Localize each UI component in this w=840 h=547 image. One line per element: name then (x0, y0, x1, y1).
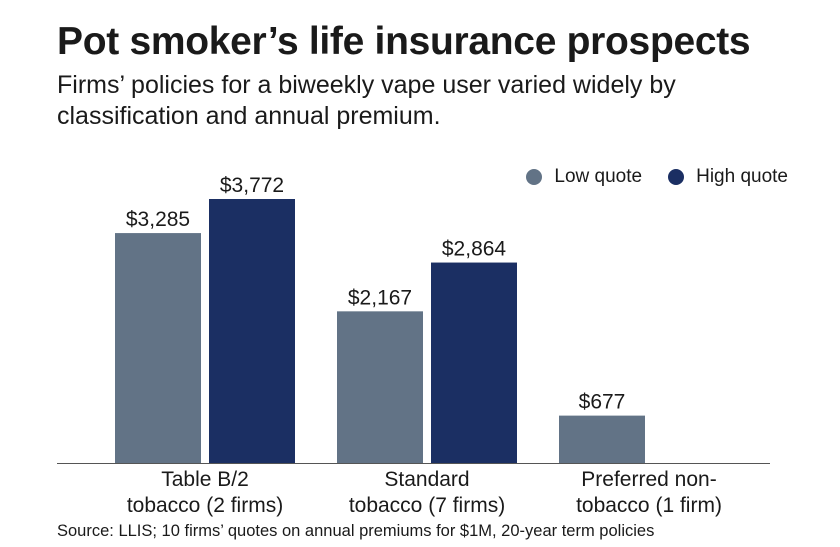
chart-title: Pot smoker’s life insurance prospects (57, 20, 751, 63)
bar-high-1 (431, 262, 517, 463)
category-label-2-line-0: Preferred non- (581, 468, 716, 491)
category-label-0-line-0: Table B/2 (161, 468, 249, 491)
category-label-2-line-1: tobacco (1 firm) (576, 494, 722, 517)
legend-label-high: High quote (696, 166, 788, 187)
legend-item-high: High quote (668, 166, 788, 188)
category-label-1-line-1: tobacco (7 firms) (349, 494, 505, 517)
data-label-high-0: $3,772 (220, 174, 284, 197)
legend-label-low: Low quote (554, 166, 643, 187)
source-note: Source: LLIS; 10 firms’ quotes on annual… (57, 522, 655, 540)
data-label-low-1: $2,167 (348, 286, 412, 309)
legend-swatch-high (668, 169, 685, 185)
bar-high-0 (209, 199, 295, 463)
legend-swatch-low (526, 169, 543, 185)
legend-item-low: Low quote (526, 166, 642, 188)
data-label-low-0: $3,285 (126, 208, 190, 231)
chart-subtitle: Firms’ policies for a biweekly vape user… (57, 71, 676, 130)
category-label-0-line-1: tobacco (2 firms) (127, 494, 283, 517)
legend: Low quote High quote (526, 166, 788, 188)
data-label-low-2: $677 (579, 391, 626, 414)
data-label-high-1: $2,864 (442, 238, 507, 261)
bar-low-2 (559, 415, 645, 463)
bar-low-1 (337, 311, 423, 463)
bar-low-0 (115, 233, 201, 463)
category-label-1-line-0: Standard (384, 468, 469, 491)
